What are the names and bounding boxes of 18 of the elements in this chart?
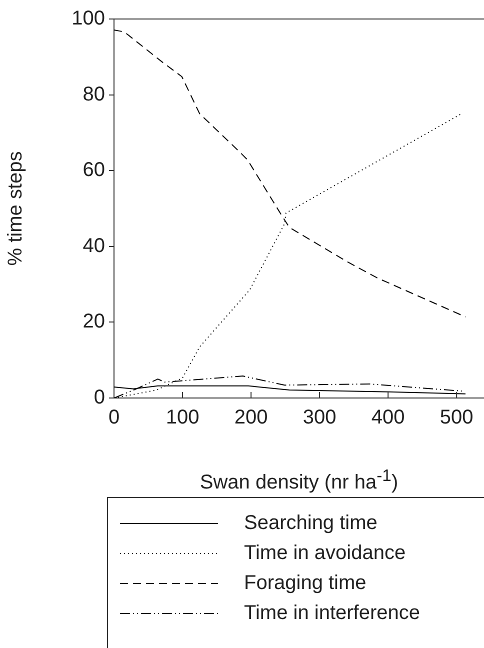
y-tick-label: 100 xyxy=(72,8,105,30)
legend-label: Searching time xyxy=(244,512,378,534)
y-tick-label: 40 xyxy=(82,234,105,257)
x-tick-label: 100 xyxy=(166,406,200,429)
x-tick-label: 400 xyxy=(371,406,405,429)
legend-label: Time in interference xyxy=(244,602,420,624)
x-tick-label: 0 xyxy=(108,406,120,429)
legend-label: Foraging time xyxy=(244,572,366,594)
x-axis-title: Swan density (nr ha$^{-1}$) xyxy=(198,466,400,495)
y-tick-label: 20 xyxy=(82,310,105,333)
x-tick-label: 500 xyxy=(440,406,474,429)
x-tick-label: 200 xyxy=(234,406,268,429)
x-tick-label: 300 xyxy=(302,406,336,429)
y-axis-title: % time steps xyxy=(4,151,27,266)
y-tick-label: 60 xyxy=(82,159,105,182)
y-tick-label: 80 xyxy=(82,83,105,106)
legend-label: Time in avoidance xyxy=(244,542,406,564)
y-tick-label: 0 xyxy=(94,386,105,409)
